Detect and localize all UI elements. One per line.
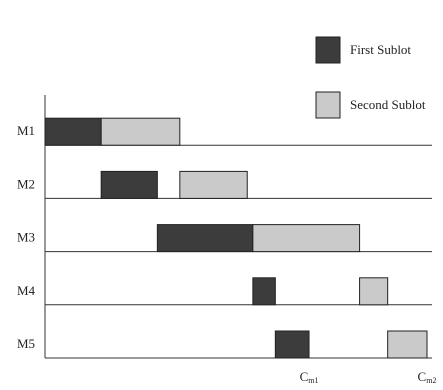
legend-swatch [315,36,341,64]
machine-label: M2 [17,176,35,191]
completion-letter: C [418,369,427,384]
sublot-bar [252,224,361,253]
sublot-bar [274,330,310,359]
sublot-bar [359,277,389,306]
machine-label: M4 [17,283,36,298]
completion-subscript: m1 [308,376,318,385]
sublot-bar [252,277,276,306]
legend-label: First Sublot [350,42,411,57]
completion-letter: C [300,369,309,384]
completion-label: Cm2 [418,369,437,385]
machine-label: M1 [17,123,35,138]
legend-swatch [315,91,341,119]
sublot-bar [44,117,102,146]
sublot-bar [156,224,254,253]
completion-subscript: m2 [426,376,436,385]
sublot-bar [100,170,158,199]
legend-label: Second Sublot [350,97,426,112]
machine-label: M5 [17,336,35,351]
sublot-bar [387,330,428,359]
completion-label: Cm1 [300,369,319,385]
sublot-bar [100,117,181,146]
machine-label: M3 [17,230,35,245]
sublot-bar [179,170,248,199]
